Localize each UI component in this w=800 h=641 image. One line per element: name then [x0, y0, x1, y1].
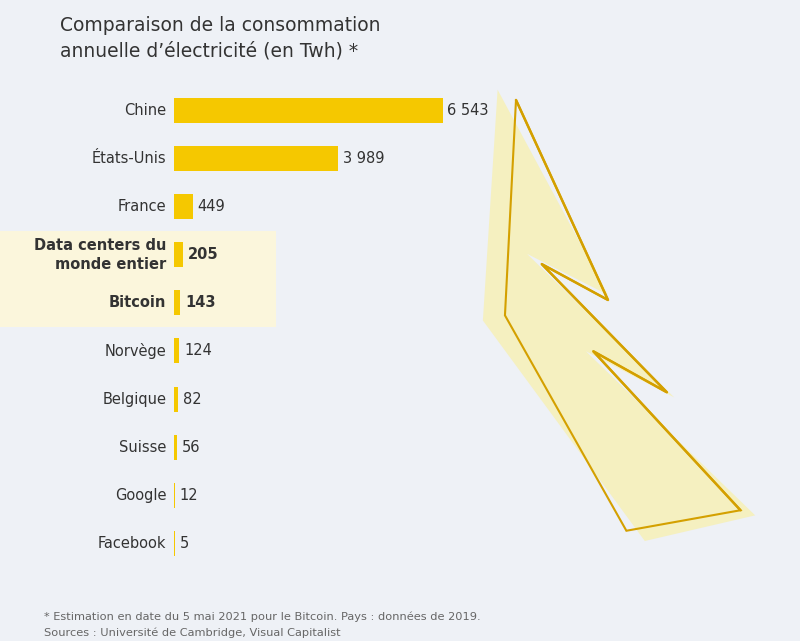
Text: Belgique: Belgique [102, 392, 166, 406]
Bar [0, 231, 276, 279]
Text: 6 543: 6 543 [447, 103, 489, 118]
Bar [174, 98, 442, 123]
Text: Google: Google [114, 488, 166, 503]
Bar [174, 290, 180, 315]
Bar [174, 146, 338, 171]
Text: * Estimation en date du 5 mai 2021 pour le Bitcoin. Pays : données de 2019.
Sour: * Estimation en date du 5 mai 2021 pour … [44, 612, 481, 638]
Text: 205: 205 [187, 247, 218, 262]
Bar [174, 338, 179, 363]
Text: Chine: Chine [124, 103, 166, 118]
Text: 449: 449 [198, 199, 226, 214]
Text: Norvège: Norvège [105, 343, 166, 359]
Polygon shape [483, 90, 755, 541]
Text: annuelle d’électricité (en Twh) *: annuelle d’électricité (en Twh) * [60, 42, 358, 61]
Text: 82: 82 [182, 392, 201, 406]
Text: Bitcoin: Bitcoin [109, 296, 166, 310]
Bar [174, 242, 182, 267]
Text: 5: 5 [179, 536, 189, 551]
Bar [0, 279, 276, 327]
Text: Comparaison de la consommation: Comparaison de la consommation [60, 16, 381, 35]
Text: 12: 12 [180, 488, 198, 503]
Text: Data centers du
monde entier: Data centers du monde entier [34, 238, 166, 272]
Bar [174, 194, 193, 219]
Text: 143: 143 [185, 296, 215, 310]
Text: France: France [118, 199, 166, 214]
Text: Facebook: Facebook [98, 536, 166, 551]
Text: 56: 56 [182, 440, 200, 454]
Bar [174, 387, 178, 412]
Bar [174, 435, 177, 460]
Text: États-Unis: États-Unis [92, 151, 166, 166]
Text: 3 989: 3 989 [342, 151, 384, 166]
Text: 124: 124 [184, 344, 212, 358]
Text: Suisse: Suisse [119, 440, 166, 454]
